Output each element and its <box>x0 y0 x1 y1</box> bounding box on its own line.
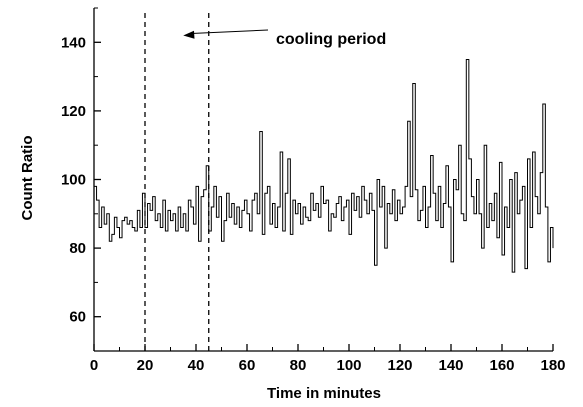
y-tick-label: 100 <box>61 172 86 189</box>
annotation-label: cooling period <box>276 31 386 48</box>
x-tick-label: 100 <box>336 357 361 374</box>
x-tick-label: 120 <box>387 357 412 374</box>
count-ratio-series <box>94 58 554 273</box>
x-tick-label: 20 <box>137 357 154 374</box>
x-tick-label: 0 <box>90 357 98 374</box>
cooling-period-markers <box>144 13 210 351</box>
x-tick-label: 140 <box>438 357 463 374</box>
x-tick-label: 180 <box>540 357 565 374</box>
y-tick-label: 120 <box>61 103 86 120</box>
y-tick-label: 60 <box>69 309 86 326</box>
x-tick-label: 160 <box>489 357 514 374</box>
annotation: cooling period <box>183 29 386 48</box>
annotation-arrow-line <box>191 29 269 34</box>
x-tick-label: 40 <box>188 357 205 374</box>
x-tick-label: 80 <box>290 357 307 374</box>
y-tick-label: 80 <box>69 240 86 257</box>
x-ticks: 0 20 40 60 80 100 120 140 160 180 <box>90 344 566 374</box>
y-axis-title: Count Ratio <box>19 136 36 221</box>
x-axis-title: Time in minutes <box>267 385 381 402</box>
y-ticks: 60 80 100 120 140 <box>61 7 101 352</box>
x-tick-label: 60 <box>239 357 256 374</box>
annotation-arrowhead <box>183 30 195 39</box>
y-tick-label: 140 <box>61 34 86 51</box>
